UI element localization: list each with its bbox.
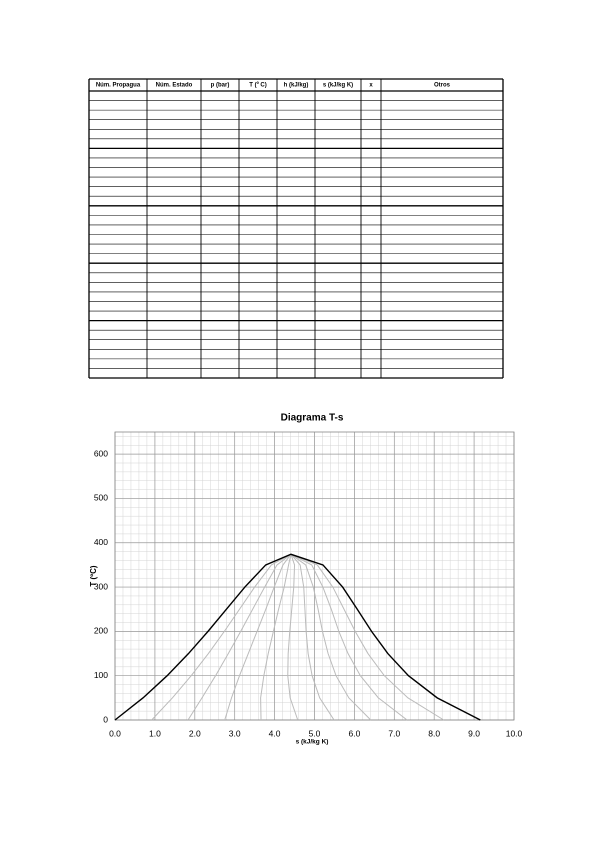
plot-border: [114, 431, 515, 721]
table-header: Núm. Estado: [156, 83, 193, 89]
x-tick-label: 7.0: [388, 728, 400, 738]
y-tick-label: 400: [94, 537, 108, 547]
x-tick-label: 9.0: [468, 728, 480, 738]
x-tick-label: 0.0: [109, 728, 121, 738]
series-line: [224, 553, 292, 721]
y-tick-label: 100: [94, 670, 108, 680]
x-tick-label: 5.0: [309, 728, 321, 738]
y-tick-label: 0: [103, 714, 108, 724]
series-line: [151, 553, 292, 721]
table-header: p (bar): [211, 83, 230, 89]
y-tick-label: 500: [94, 493, 108, 503]
x-tick-label: 8.0: [428, 728, 440, 738]
table-header: s (kJ/kg K): [323, 83, 353, 89]
table-header: Otros: [434, 83, 451, 89]
table-header: Núm. Propagua: [96, 83, 141, 89]
series-line: [290, 553, 335, 721]
y-tick-label: 200: [94, 626, 108, 636]
x-tick-label: 3.0: [229, 728, 241, 738]
table-header: x: [369, 83, 373, 89]
series-line: [114, 553, 481, 721]
y-axis-label: T (ºC): [89, 565, 98, 586]
series-line: [290, 553, 408, 721]
x-tick-label: 6.0: [348, 728, 360, 738]
x-axis-label: s (kJ/kg K): [296, 739, 329, 746]
table-header: h (kJ/kg): [284, 83, 309, 89]
series-line: [260, 554, 292, 721]
y-tick-label: 300: [94, 581, 108, 591]
x-tick-label: 10.0: [506, 728, 523, 738]
series-line: [290, 553, 372, 721]
chart-title: Diagrama T-s: [281, 413, 344, 424]
series-line: [290, 553, 445, 721]
x-tick-label: 4.0: [269, 728, 281, 738]
table-header: T (º C): [249, 83, 267, 89]
series-line: [287, 554, 299, 721]
y-tick-label: 600: [94, 448, 108, 458]
x-tick-label: 1.0: [149, 728, 161, 738]
x-tick-label: 2.0: [189, 728, 201, 738]
series-line: [187, 553, 292, 721]
